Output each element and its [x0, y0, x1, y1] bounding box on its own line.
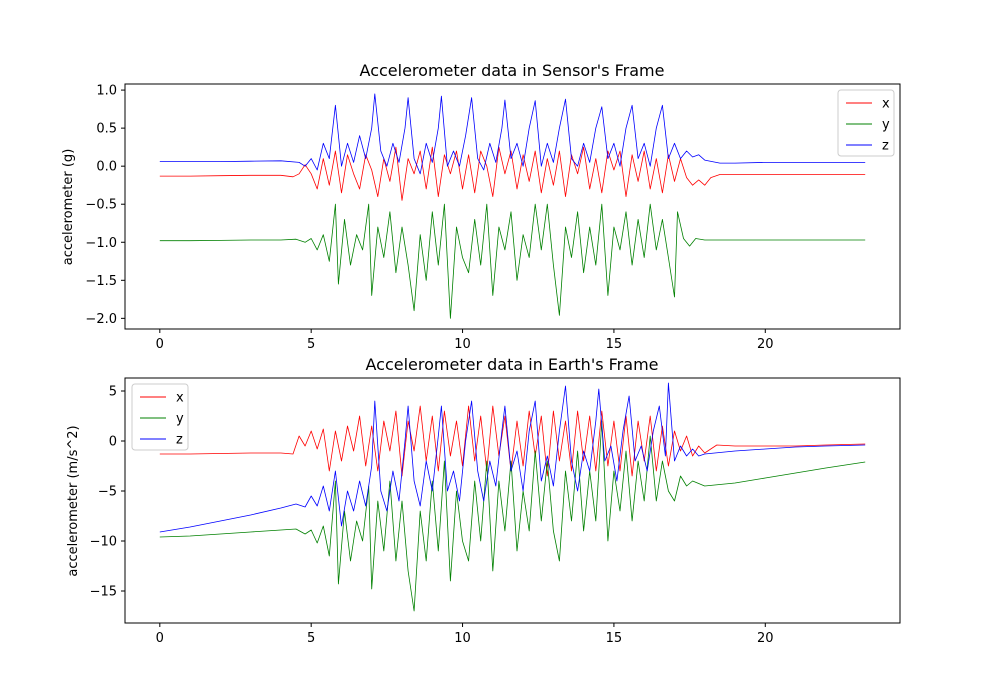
y-tick-label: −15	[90, 585, 117, 600]
x-tick-label: 20	[757, 337, 774, 352]
y-tick-label: 0.0	[96, 160, 117, 175]
x-tick-label: 10	[454, 631, 471, 646]
legend-box	[837, 89, 895, 157]
series-line-z	[159, 382, 866, 533]
legend-label-x: x	[176, 391, 184, 406]
y-axis-label: accelerometer (m/s^2)	[66, 425, 81, 576]
chart-title: Accelerometer data in Earth's Frame	[366, 355, 659, 374]
legend-label-z: z	[882, 139, 889, 154]
plot-lines	[159, 93, 866, 319]
x-tick-label: 10	[454, 337, 471, 352]
y-tick-label: −10	[90, 535, 117, 550]
series-line-x	[159, 405, 866, 477]
legend-label-z: z	[176, 433, 183, 448]
x-tick-label: 5	[307, 337, 315, 352]
legend-label-y: y	[882, 118, 890, 133]
y-tick-label: −5	[98, 485, 117, 500]
x-tick-label: 5	[307, 631, 315, 646]
y-tick-label: 0	[109, 435, 117, 450]
legend-label-x: x	[882, 97, 890, 112]
y-tick-label: 1.0	[96, 84, 117, 99]
series-line-y	[159, 203, 866, 319]
x-tick-label: 0	[156, 631, 164, 646]
ticks: 0 5 10 15 20 5 0 −5 −10 −15	[90, 385, 774, 647]
ticks: 0 5 10 15 20 1.0 0.5 0.0 −0.5 −1.0 −1.5 −2.0	[85, 84, 773, 352]
x-tick-label: 15	[606, 337, 623, 352]
y-axis-label: accelerometer (g)	[61, 149, 76, 266]
y-tick-label: −2.0	[85, 312, 117, 327]
plot-frame	[124, 83, 901, 330]
x-tick-label: 0	[156, 337, 164, 352]
chart-sensor-frame: Accelerometer data in Sensor's Frame acc…	[61, 61, 901, 352]
y-tick-label: 0.5	[96, 122, 117, 137]
chart-title: Accelerometer data in Sensor's Frame	[360, 61, 665, 80]
plot-lines	[159, 382, 866, 612]
y-tick-label: 5	[109, 385, 117, 400]
x-tick-label: 20	[757, 631, 774, 646]
plot-frame	[124, 377, 901, 624]
legend-label-y: y	[176, 412, 184, 427]
series-line-x	[159, 146, 866, 201]
series-line-z	[159, 93, 866, 175]
y-tick-label: −0.5	[85, 198, 117, 213]
legend: xyz	[131, 383, 189, 451]
y-tick-label: −1.5	[85, 274, 117, 289]
y-tick-label: −1.0	[85, 236, 117, 251]
x-tick-label: 15	[606, 631, 623, 646]
chart-earth-frame: Accelerometer data in Earth's Frame acce…	[66, 355, 901, 647]
legend-box	[131, 383, 189, 451]
legend: xyz	[837, 89, 895, 157]
